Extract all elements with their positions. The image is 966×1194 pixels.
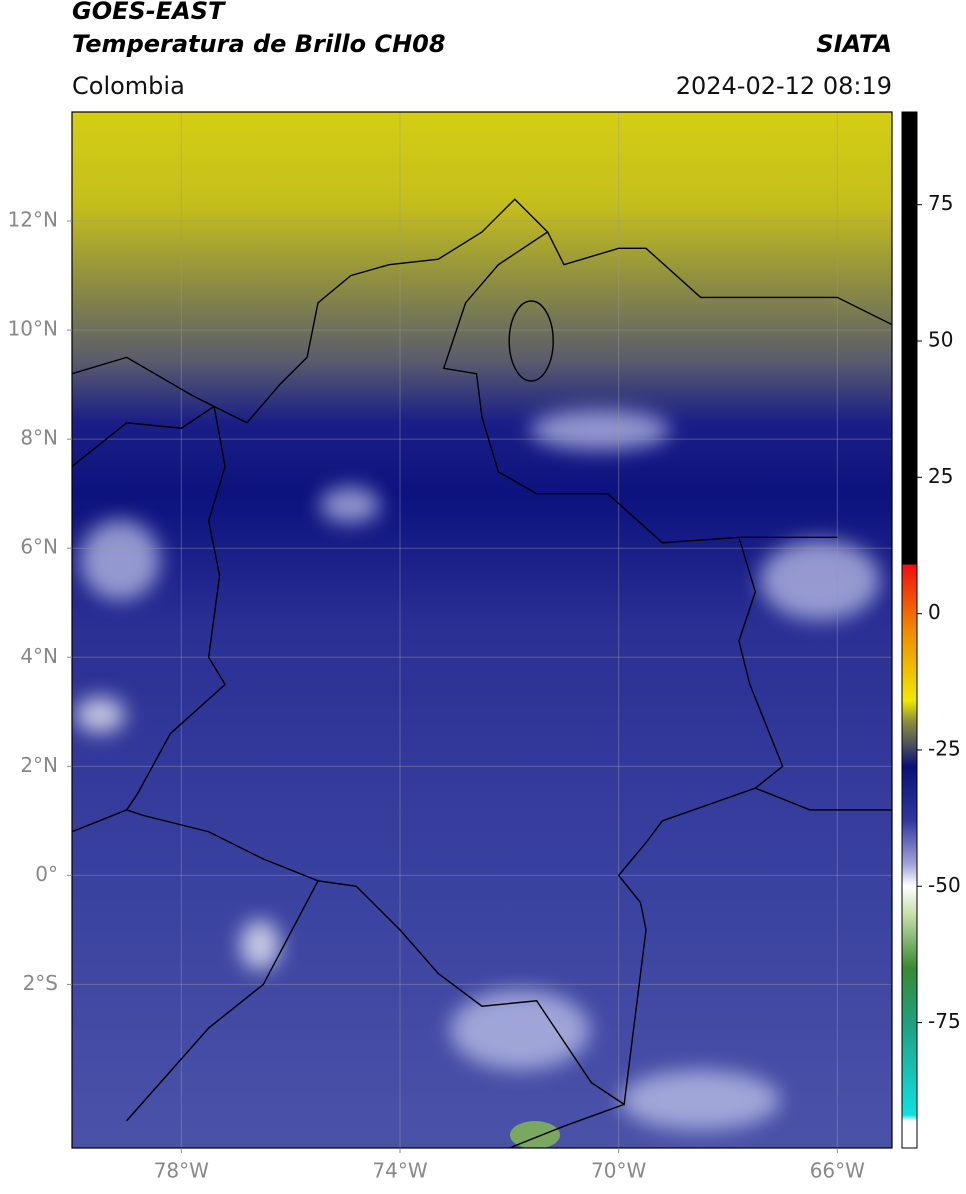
colorbar-label: -50	[928, 873, 961, 897]
colorbar-label: -75	[928, 1009, 961, 1033]
y-tick-label: 12°N	[8, 208, 58, 232]
map-image	[72, 112, 892, 1148]
y-tick-label: 2°N	[20, 753, 58, 777]
x-tick-label: 70°W	[591, 1159, 646, 1183]
colorbar-label: -25	[928, 736, 961, 760]
x-tick-label: 78°W	[154, 1159, 209, 1183]
region: Colombia	[72, 72, 185, 100]
title: GOES-EAST	[72, 0, 226, 25]
clouds	[75, 410, 880, 1130]
lake	[508, 300, 554, 382]
title: Temperatura de Brillo CH08	[72, 30, 446, 58]
cold-top	[510, 1121, 560, 1148]
border-line	[72, 356, 215, 408]
labels: 78°W 74°W 70°W 66°W 12°N 10°N 8°N 6°N 4°N 2°N 0° 2°…	[8, 191, 961, 1182]
border-line	[546, 231, 892, 326]
y-tick-label: 0°	[35, 862, 58, 886]
y-tick-label: 10°N	[8, 317, 58, 341]
x-tick-label: 74°W	[372, 1159, 427, 1183]
borders	[72, 198, 892, 1148]
colorbar-label: 25	[928, 464, 953, 488]
y-tick-label: 4°N	[20, 644, 58, 668]
map-frame	[71, 111, 893, 1149]
colorbar-label: 0	[928, 600, 941, 624]
border-line	[509, 1103, 625, 1148]
x-tick-label: 66°W	[810, 1159, 865, 1183]
colorbar	[901, 111, 918, 1149]
timestamp: 2024-02-12 08:19	[676, 72, 892, 100]
border-line	[126, 880, 319, 1122]
y-tick-label: 2°S	[23, 971, 58, 995]
border-line	[72, 809, 127, 833]
colorbar-label: 75	[928, 191, 953, 215]
colorbar-label: 50	[928, 328, 953, 352]
border-line	[72, 405, 215, 467]
y-tick-label: 8°N	[20, 426, 58, 450]
source: SIATA	[816, 30, 892, 58]
border-line	[755, 787, 892, 811]
brightness-field	[72, 112, 892, 1148]
y-tick-label: 6°N	[20, 535, 58, 559]
